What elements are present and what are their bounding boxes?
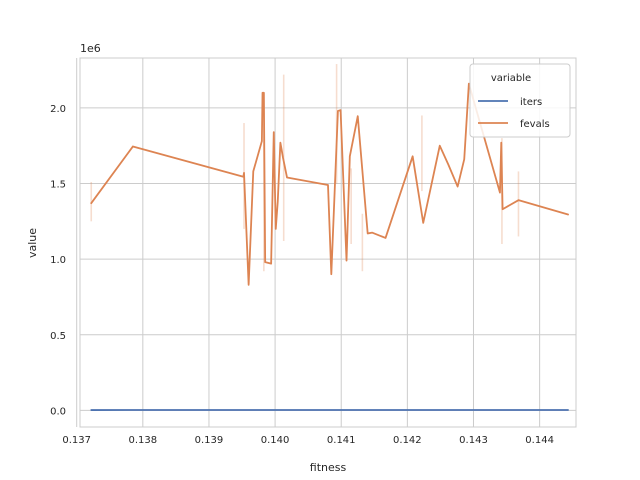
series-lines xyxy=(90,82,569,411)
x-tick-label: 0.144 xyxy=(525,435,554,446)
y-tick-label: 0.0 xyxy=(50,406,66,417)
x-tick-label: 0.137 xyxy=(62,435,91,446)
y-offset-label: 1e6 xyxy=(80,42,101,55)
legend-title: variable xyxy=(491,73,531,84)
x-tick-label: 0.142 xyxy=(393,435,422,446)
x-tick-label: 0.141 xyxy=(327,435,356,446)
y-tick-label: 1.0 xyxy=(50,255,66,266)
x-tick-label: 0.139 xyxy=(195,435,224,446)
x-axis-label: fitness xyxy=(310,461,347,474)
y-tick-label: 0.5 xyxy=(50,331,66,342)
y-tick-label: 2.0 xyxy=(50,104,66,115)
x-tick-label: 0.143 xyxy=(459,435,488,446)
legend-label-fevals: fevals xyxy=(520,119,550,130)
x-tick-label: 0.138 xyxy=(129,435,158,446)
x-tick-labels: 0.137 0.138 0.139 0.140 0.141 0.142 0.143 0.144 xyxy=(62,435,554,446)
series-line-fevals xyxy=(90,82,569,286)
legend-label-iters: iters xyxy=(520,97,542,108)
x-tick-label: 0.140 xyxy=(261,435,290,446)
legend-box xyxy=(469,63,571,138)
y-tick-label: 1.5 xyxy=(50,180,66,191)
y-axis-label: value xyxy=(26,228,39,258)
plot-frame xyxy=(79,57,577,428)
y-tick-labels: 0.0 0.5 1.0 1.5 2.0 xyxy=(50,104,66,417)
legend: variable iters fevals xyxy=(469,63,571,138)
